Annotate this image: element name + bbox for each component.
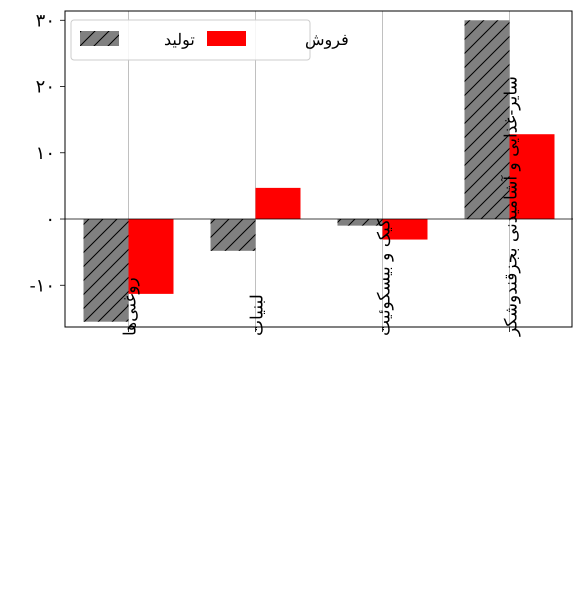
legend-swatch-sales — [207, 31, 246, 46]
bars — [83, 20, 555, 322]
y-tick-label: ۰ — [45, 209, 55, 230]
legend-label-sales: فروش — [305, 30, 349, 49]
legend-swatch-hatch — [80, 31, 119, 46]
x-tick-label: کیک و بیسکوئیت — [375, 218, 395, 336]
plot-frame — [64, 10, 573, 328]
y-tick-label: ۲۰ — [36, 77, 55, 98]
bar-hatch — [464, 20, 510, 220]
x-axis: روغنی‌ها لبنیات کیک و بیسکوئیت سایر-غذایی و… — [121, 76, 522, 337]
bar-sales — [128, 219, 174, 294]
legend: تولید فروش — [70, 19, 349, 61]
x-tick-label: لبنیات — [248, 294, 268, 336]
bar-hatch — [337, 219, 383, 226]
x-tick-label: سایر-غذایی و آشامیدنی بجزقندوشکر — [500, 76, 522, 337]
bar-hatch — [83, 219, 129, 322]
y-tick-label: ۳۰ — [36, 10, 55, 31]
bar-hatch — [210, 219, 256, 251]
legend-box — [70, 19, 311, 61]
legend-label-production: تولید — [164, 30, 195, 49]
bar-sales — [255, 187, 301, 220]
bar-sales — [509, 134, 555, 220]
y-tick-label: -۱۰ — [30, 275, 55, 296]
y-tick-label: ۱۰ — [36, 143, 55, 164]
x-tick-label: روغنی‌ها — [121, 277, 141, 336]
y-axis: -۱۰ ۰ ۱۰ ۲۰ ۳۰ — [30, 10, 65, 296]
bar-sales — [382, 219, 428, 240]
